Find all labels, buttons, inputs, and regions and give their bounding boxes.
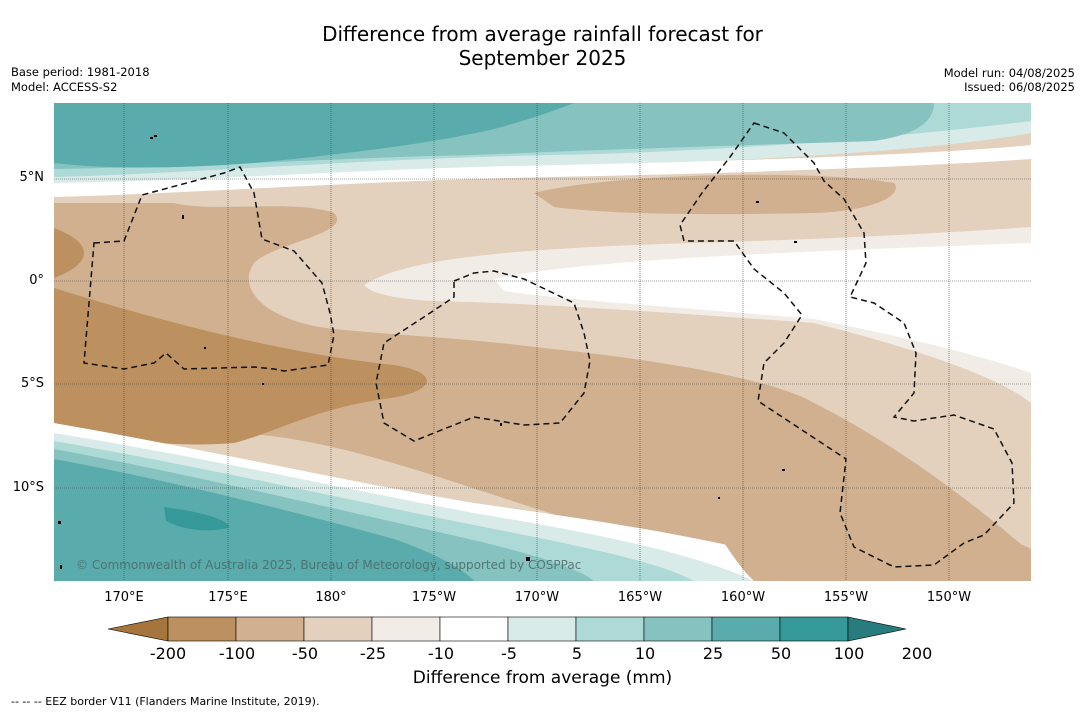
colorbar-label-9: 50 — [770, 644, 792, 663]
lon-label-175w: 175°W — [411, 590, 457, 605]
lat-label-0: 0° — [29, 273, 44, 288]
map-title-line1: Difference from average rainfall forecas… — [322, 22, 763, 46]
colorbar-arrow-left — [107, 616, 169, 642]
colorbar-label-1: -100 — [218, 644, 256, 663]
rainfall-anomaly-map — [54, 103, 1031, 581]
anomaly-band-south-dry-strong — [54, 288, 427, 445]
colorbar-segment-4 — [371, 616, 441, 642]
issued-date: Issued: 06/08/2025 — [964, 80, 1075, 94]
colorbar-segment-1 — [167, 616, 237, 642]
eez-kiribati-line — [679, 122, 1015, 568]
anomaly-band-south-50 — [54, 459, 474, 581]
colorbar-segment-7 — [575, 616, 645, 642]
colorbar-title: Difference from average (mm) — [412, 668, 673, 688]
lon-label-155w: 155°W — [823, 590, 869, 605]
colorbar-segment-10 — [779, 616, 849, 642]
colorbar-segment-8 — [643, 616, 713, 642]
model-run: Model run: 04/08/2025 — [943, 66, 1075, 80]
colorbar-arrow-right — [847, 616, 907, 642]
colorbar-label-3: -25 — [359, 644, 387, 663]
colorbar-segment-9 — [711, 616, 781, 642]
colorbar-label-4: -10 — [427, 644, 455, 663]
eez-borders — [83, 122, 1015, 568]
anomaly-band-west-dry-strong — [54, 228, 84, 278]
lon-label-170e: 170°E — [104, 590, 144, 605]
colorbar — [107, 616, 907, 642]
lon-label-170w: 170°W — [514, 590, 560, 605]
islands — [58, 135, 797, 569]
eez-tuvalu — [83, 166, 335, 372]
colorbar-label-5: -5 — [501, 644, 517, 663]
anomaly-band-west-dry — [54, 203, 1031, 581]
colorbar-label-6: 5 — [571, 644, 583, 663]
copyright-notice: © Commonwealth of Australia 2025, Bureau… — [76, 558, 582, 572]
lat-label-5s: 5°S — [20, 376, 44, 391]
colorbar-label-7: 10 — [634, 644, 656, 663]
base-period: Base period: 1981-2018 — [11, 65, 150, 79]
map-title-line2: September 2025 — [458, 46, 627, 70]
lon-label-165w: 165°W — [617, 590, 663, 605]
lat-label-5n: 5°N — [19, 170, 45, 185]
lat-label-10s: 10°S — [12, 480, 44, 495]
anomaly-band-north-white — [54, 145, 1031, 197]
anomaly-band-equator-white — [494, 243, 1031, 373]
colorbar-label-0: -200 — [149, 644, 187, 663]
lon-label-160w: 160°W — [720, 590, 766, 605]
model-name: Model: ACCESS-S2 — [11, 80, 118, 94]
eez-footnote: -- -- -- EEZ border V11 (Flanders Marine… — [11, 695, 320, 708]
colorbar-segment-3 — [303, 616, 373, 642]
eez-tokelau — [375, 270, 591, 442]
lon-label-175e: 175°E — [208, 590, 248, 605]
colorbar-segment-2 — [235, 616, 305, 642]
lon-label-180: 180° — [315, 590, 347, 605]
colorbar-label-8: 25 — [702, 644, 724, 663]
graticule — [54, 103, 1031, 581]
colorbar-segment-6 — [507, 616, 577, 642]
anomaly-band-south-100 — [164, 507, 230, 531]
anomaly-band-south-dry-mid — [694, 423, 798, 467]
colorbar-label-10: 100 — [833, 644, 865, 663]
anomaly-band-north-dry — [534, 174, 896, 215]
anomaly-band-north-100 — [144, 111, 474, 161]
lon-label-150w: 150°W — [926, 590, 972, 605]
colorbar-segment-5 — [439, 616, 509, 642]
colorbar-label-11: 200 — [901, 644, 933, 663]
colorbar-label-2: -50 — [291, 644, 319, 663]
